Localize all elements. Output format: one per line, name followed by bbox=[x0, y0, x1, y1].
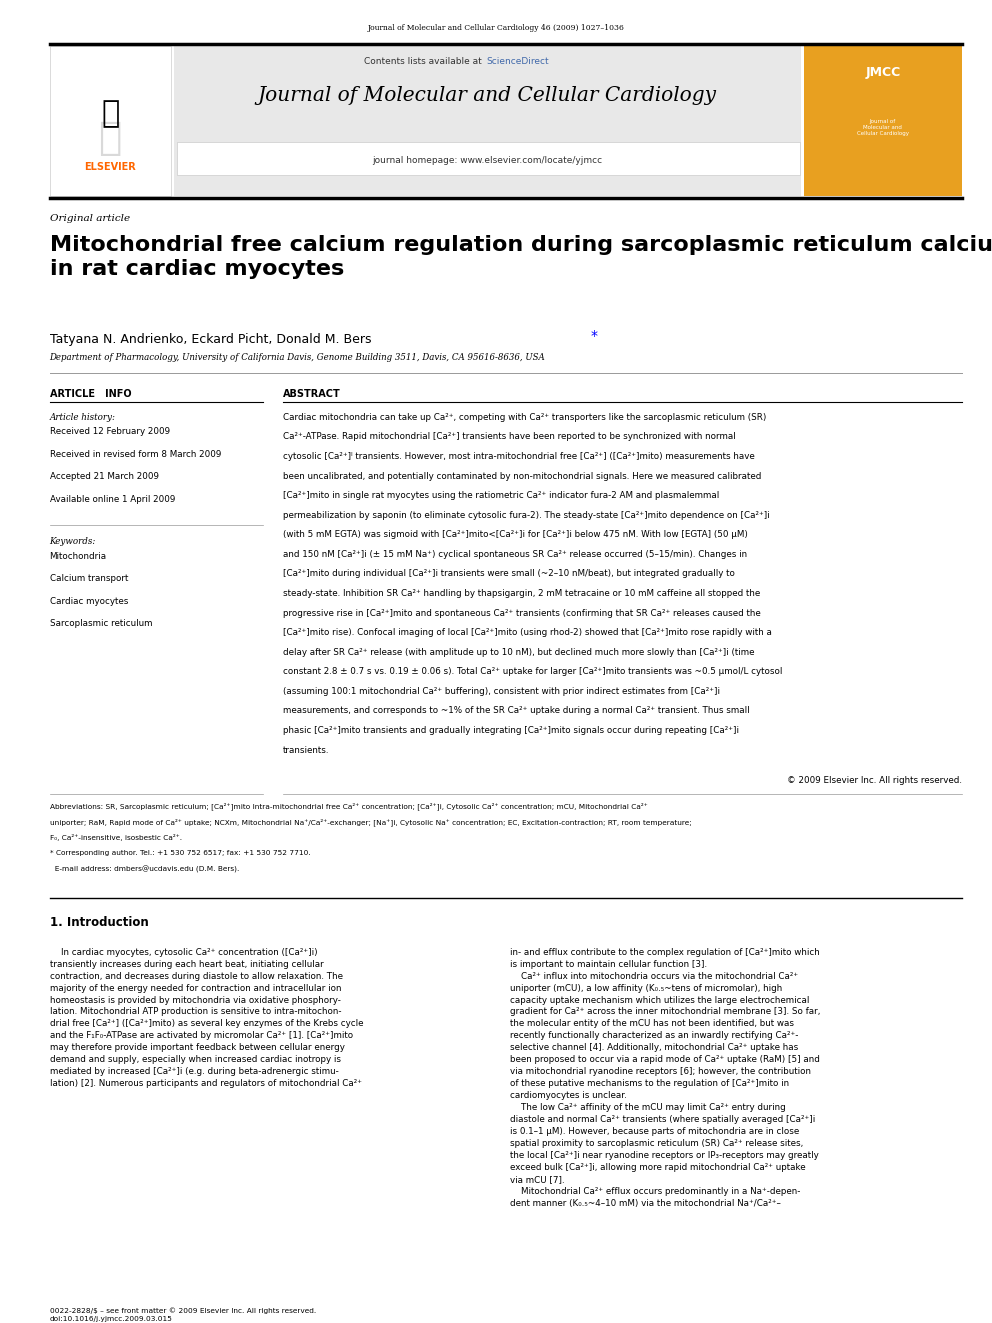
Text: uniporter; RaM, Rapid mode of Ca²⁺ uptake; NCXm, Mitochondrial Na⁺/Ca²⁺-exchange: uniporter; RaM, Rapid mode of Ca²⁺ uptak… bbox=[50, 818, 691, 826]
Text: Journal of Molecular and Cellular Cardiology 46 (2009) 1027–1036: Journal of Molecular and Cellular Cardio… bbox=[368, 24, 624, 32]
Text: [Ca²⁺]mito in single rat myocytes using the ratiometric Ca²⁺ indicator fura-2 AM: [Ca²⁺]mito in single rat myocytes using … bbox=[283, 491, 719, 500]
Text: Cardiac myocytes: Cardiac myocytes bbox=[50, 597, 128, 606]
Text: Contents lists available at: Contents lists available at bbox=[364, 57, 485, 66]
Text: JMCC: JMCC bbox=[865, 66, 901, 79]
Text: in- and efflux contribute to the complex regulation of [Ca²⁺]mito which
is impor: in- and efflux contribute to the complex… bbox=[510, 947, 820, 1208]
Text: Journal of
Molecular and
Cellular Cardiology: Journal of Molecular and Cellular Cardio… bbox=[857, 119, 909, 136]
Text: Cardiac mitochondria can take up Ca²⁺, competing with Ca²⁺ transporters like the: Cardiac mitochondria can take up Ca²⁺, c… bbox=[283, 413, 766, 422]
Text: cytosolic [Ca²⁺]ᴵ transients. However, most intra-mitochondrial free [Ca²⁺] ([Ca: cytosolic [Ca²⁺]ᴵ transients. However, m… bbox=[283, 452, 755, 460]
Text: Journal of Molecular and Cellular Cardiology: Journal of Molecular and Cellular Cardio… bbox=[258, 86, 716, 105]
Text: (assuming 100:1 mitochondrial Ca²⁺ buffering), consistent with prior indirect es: (assuming 100:1 mitochondrial Ca²⁺ buffe… bbox=[283, 687, 720, 696]
Text: permeabilization by saponin (to eliminate cytosolic fura-2). The steady-state [C: permeabilization by saponin (to eliminat… bbox=[283, 511, 770, 520]
Bar bbox=[174, 46, 801, 196]
Text: Article history:: Article history: bbox=[50, 413, 116, 422]
Text: F₀, Ca²⁺-insensitive, isosbestic Ca²⁺.: F₀, Ca²⁺-insensitive, isosbestic Ca²⁺. bbox=[50, 833, 182, 841]
Text: ARTICLE   INFO: ARTICLE INFO bbox=[50, 389, 131, 400]
Text: Tatyana N. Andrienko, Eckard Picht, Donald M. Bers: Tatyana N. Andrienko, Eckard Picht, Dona… bbox=[50, 333, 371, 347]
Text: ELSEVIER: ELSEVIER bbox=[84, 161, 136, 172]
Text: Sarcoplasmic reticulum: Sarcoplasmic reticulum bbox=[50, 619, 152, 628]
Text: * Corresponding author. Tel.: +1 530 752 6517; fax: +1 530 752 7710.: * Corresponding author. Tel.: +1 530 752… bbox=[50, 849, 310, 856]
Text: Received in revised form 8 March 2009: Received in revised form 8 March 2009 bbox=[50, 450, 221, 459]
Text: ScienceDirect: ScienceDirect bbox=[486, 57, 549, 66]
Text: E-mail address: dmbers@ucdavis.edu (D.M. Bers).: E-mail address: dmbers@ucdavis.edu (D.M.… bbox=[50, 865, 239, 873]
Text: Keywords:: Keywords: bbox=[50, 537, 96, 546]
Text: transients.: transients. bbox=[283, 746, 329, 754]
Text: been uncalibrated, and potentially contaminated by non-mitochondrial signals. He: been uncalibrated, and potentially conta… bbox=[283, 471, 761, 480]
Text: 1. Introduction: 1. Introduction bbox=[50, 916, 149, 929]
Text: doi:10.1016/j.yjmcc.2009.03.015: doi:10.1016/j.yjmcc.2009.03.015 bbox=[50, 1316, 173, 1323]
Text: [Ca²⁺]mito during individual [Ca²⁺]i transients were small (~2–10 nM/beat), but : [Ca²⁺]mito during individual [Ca²⁺]i tra… bbox=[283, 569, 735, 578]
Text: In cardiac myocytes, cytosolic Ca²⁺ concentration ([Ca²⁺]i)
transiently increase: In cardiac myocytes, cytosolic Ca²⁺ conc… bbox=[50, 947, 363, 1088]
Text: Original article: Original article bbox=[50, 214, 130, 224]
Text: Available online 1 April 2009: Available online 1 April 2009 bbox=[50, 495, 175, 504]
Text: ABSTRACT: ABSTRACT bbox=[283, 389, 340, 400]
Text: Mitochondrial free calcium regulation during sarcoplasmic reticulum calcium rele: Mitochondrial free calcium regulation du… bbox=[50, 235, 992, 279]
Text: phasic [Ca²⁺]mito transients and gradually integrating [Ca²⁺]mito signals occur : phasic [Ca²⁺]mito transients and gradual… bbox=[283, 726, 739, 736]
Text: constant 2.8 ± 0.7 s vs. 0.19 ± 0.06 s). Total Ca²⁺ uptake for larger [Ca²⁺]mito: constant 2.8 ± 0.7 s vs. 0.19 ± 0.06 s).… bbox=[283, 667, 782, 676]
Text: Ca²⁺-ATPase. Rapid mitochondrial [Ca²⁺] transients have been reported to be sync: Ca²⁺-ATPase. Rapid mitochondrial [Ca²⁺] … bbox=[283, 433, 735, 442]
Text: Mitochondria: Mitochondria bbox=[50, 552, 107, 561]
Bar bbox=[177, 142, 800, 175]
Text: (with 5 mM EGTA) was sigmoid with [Ca²⁺]mito<[Ca²⁺]i for [Ca²⁺]i below 475 nM. W: (with 5 mM EGTA) was sigmoid with [Ca²⁺]… bbox=[283, 531, 748, 540]
Text: 0022-2828/$ – see front matter © 2009 Elsevier Inc. All rights reserved.: 0022-2828/$ – see front matter © 2009 El… bbox=[50, 1307, 315, 1314]
Text: Department of Pharmacology, University of California Davis, Genome Building 3511: Department of Pharmacology, University o… bbox=[50, 353, 546, 363]
Text: Received 12 February 2009: Received 12 February 2009 bbox=[50, 427, 170, 437]
Text: 🌲: 🌲 bbox=[101, 99, 119, 128]
Text: steady-state. Inhibition SR Ca²⁺ handling by thapsigargin, 2 mM tetracaine or 10: steady-state. Inhibition SR Ca²⁺ handlin… bbox=[283, 589, 760, 598]
Text: delay after SR Ca²⁺ release (with amplitude up to 10 nM), but declined much more: delay after SR Ca²⁺ release (with amplit… bbox=[283, 648, 754, 656]
Bar bbox=[804, 46, 962, 196]
Text: *: * bbox=[590, 329, 597, 344]
Text: [Ca²⁺]mito rise). Confocal imaging of local [Ca²⁺]mito (using rhod-2) showed tha: [Ca²⁺]mito rise). Confocal imaging of lo… bbox=[283, 628, 772, 638]
Text: and 150 nM [Ca²⁺]i (± 15 mM Na⁺) cyclical spontaneous SR Ca²⁺ release occurred (: and 150 nM [Ca²⁺]i (± 15 mM Na⁺) cyclica… bbox=[283, 550, 747, 558]
Text: journal homepage: www.elsevier.com/locate/yjmcc: journal homepage: www.elsevier.com/locat… bbox=[372, 156, 602, 165]
Text: progressive rise in [Ca²⁺]mito and spontaneous Ca²⁺ transients (confirming that : progressive rise in [Ca²⁺]mito and spont… bbox=[283, 609, 761, 618]
Text: Accepted 21 March 2009: Accepted 21 March 2009 bbox=[50, 472, 159, 482]
Text: Calcium transport: Calcium transport bbox=[50, 574, 128, 583]
Text: measurements, and corresponds to ~1% of the SR Ca²⁺ uptake during a normal Ca²⁺ : measurements, and corresponds to ~1% of … bbox=[283, 706, 749, 716]
Bar bbox=[50, 46, 171, 196]
Text: ⬛: ⬛ bbox=[98, 119, 122, 157]
Text: © 2009 Elsevier Inc. All rights reserved.: © 2009 Elsevier Inc. All rights reserved… bbox=[788, 775, 962, 785]
Text: Abbreviations: SR, Sarcoplasmic reticulum; [Ca²⁺]mito Intra-mitochondrial free C: Abbreviations: SR, Sarcoplasmic reticulu… bbox=[50, 802, 648, 810]
